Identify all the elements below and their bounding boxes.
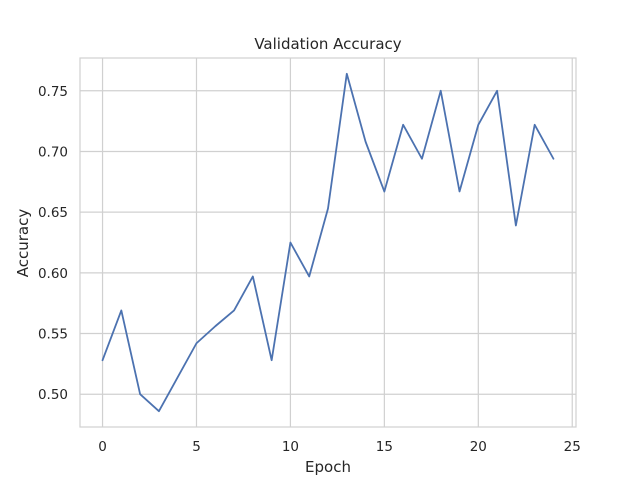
y-tick-label: 0.65 <box>38 205 68 221</box>
y-tick-label: 0.50 <box>38 387 68 403</box>
plot-frame <box>79 57 577 428</box>
y-gridlines <box>80 90 576 395</box>
x-tick-label: 20 <box>470 439 487 455</box>
series-line <box>101 72 555 413</box>
x-tick-label: 5 <box>192 439 201 455</box>
series-layer <box>101 72 555 413</box>
y-tick-label: 0.60 <box>38 266 68 282</box>
y-tick-label: 0.70 <box>38 144 68 160</box>
x-gridlines <box>101 58 573 427</box>
x-tick-labels: 0 5 10 15 20 25 <box>98 439 581 455</box>
x-tick-label: 15 <box>376 439 393 455</box>
x-axis-label: Epoch <box>305 458 351 476</box>
y-tick-labels: 0.50 0.55 0.60 0.65 0.70 0.75 <box>38 84 68 403</box>
chart-title: Validation Accuracy <box>254 35 401 53</box>
y-tick-label: 0.55 <box>38 327 68 343</box>
x-tick-label: 25 <box>564 439 581 455</box>
y-axis-label: Accuracy <box>14 209 32 278</box>
x-tick-label: 0 <box>98 439 107 455</box>
x-tick-label: 10 <box>282 439 299 455</box>
y-tick-label: 0.75 <box>38 84 68 100</box>
